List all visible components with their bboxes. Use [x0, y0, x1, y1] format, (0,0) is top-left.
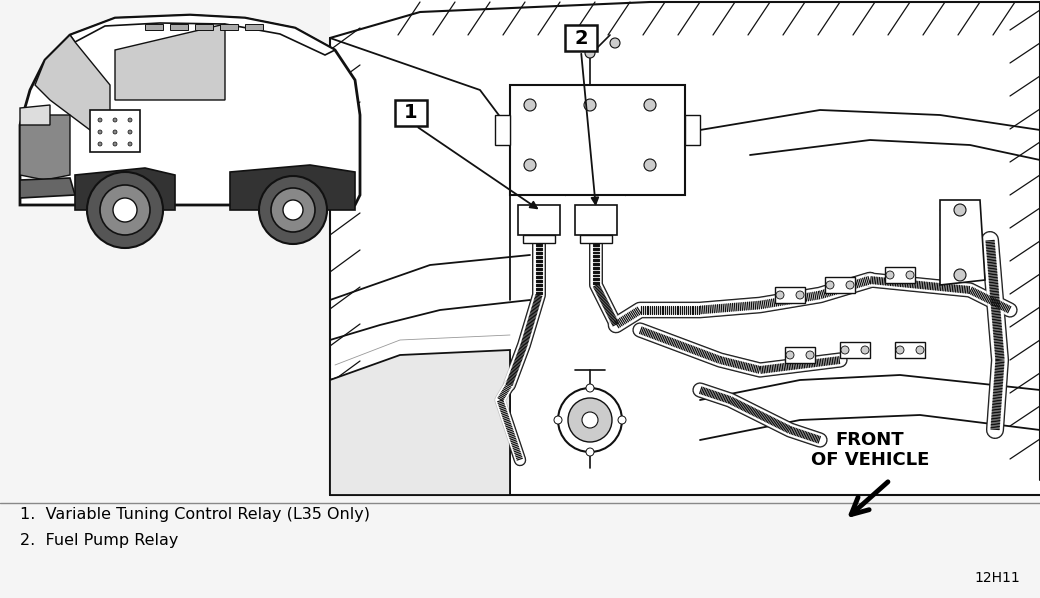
Text: 1: 1: [405, 103, 418, 123]
Circle shape: [524, 159, 536, 171]
Polygon shape: [940, 200, 985, 285]
Polygon shape: [245, 24, 263, 30]
Circle shape: [128, 118, 132, 122]
Bar: [395, 100, 427, 126]
Polygon shape: [523, 235, 555, 243]
Circle shape: [618, 416, 626, 424]
Circle shape: [98, 118, 102, 122]
Circle shape: [113, 118, 116, 122]
Circle shape: [128, 142, 132, 146]
Text: 1.  Variable Tuning Control Relay (L35 Only): 1. Variable Tuning Control Relay (L35 On…: [20, 508, 370, 523]
Polygon shape: [35, 35, 110, 130]
Text: 2.  Fuel Pump Relay: 2. Fuel Pump Relay: [20, 532, 179, 548]
Polygon shape: [75, 168, 175, 210]
Bar: [565, 25, 597, 51]
Polygon shape: [20, 115, 70, 180]
Polygon shape: [20, 178, 75, 198]
Circle shape: [916, 346, 924, 354]
Circle shape: [128, 130, 132, 134]
Text: FRONT
OF VEHICLE: FRONT OF VEHICLE: [811, 431, 929, 469]
Polygon shape: [20, 15, 360, 205]
Circle shape: [259, 176, 327, 244]
Polygon shape: [330, 350, 510, 495]
Polygon shape: [575, 205, 617, 235]
Circle shape: [826, 281, 834, 289]
Circle shape: [554, 416, 562, 424]
Circle shape: [954, 204, 966, 216]
Bar: [90, 110, 140, 152]
Circle shape: [906, 271, 914, 279]
Circle shape: [98, 142, 102, 146]
Polygon shape: [145, 24, 163, 30]
Circle shape: [87, 172, 163, 248]
Circle shape: [100, 185, 150, 235]
Text: 2: 2: [574, 29, 588, 47]
Circle shape: [98, 130, 102, 134]
Circle shape: [113, 130, 116, 134]
Polygon shape: [196, 24, 213, 30]
Circle shape: [584, 99, 596, 111]
Polygon shape: [775, 287, 805, 303]
Polygon shape: [495, 115, 510, 145]
Polygon shape: [685, 115, 700, 145]
Circle shape: [896, 346, 904, 354]
Polygon shape: [170, 24, 188, 30]
Circle shape: [584, 48, 595, 58]
Polygon shape: [330, 0, 1040, 495]
Circle shape: [568, 398, 612, 442]
Circle shape: [644, 159, 656, 171]
Circle shape: [776, 291, 784, 299]
Polygon shape: [518, 205, 560, 235]
Circle shape: [113, 142, 116, 146]
Circle shape: [610, 38, 620, 48]
Circle shape: [271, 188, 315, 232]
Polygon shape: [115, 24, 225, 100]
Polygon shape: [840, 342, 870, 358]
Circle shape: [644, 99, 656, 111]
Circle shape: [283, 200, 303, 220]
Circle shape: [524, 99, 536, 111]
Circle shape: [586, 448, 594, 456]
Circle shape: [558, 388, 622, 452]
Circle shape: [841, 346, 849, 354]
Circle shape: [886, 271, 894, 279]
Polygon shape: [220, 24, 238, 30]
Polygon shape: [580, 235, 612, 243]
Circle shape: [586, 384, 594, 392]
Polygon shape: [895, 342, 925, 358]
Polygon shape: [885, 267, 915, 283]
Circle shape: [796, 291, 804, 299]
Polygon shape: [785, 347, 815, 363]
Polygon shape: [825, 277, 855, 293]
Circle shape: [954, 269, 966, 281]
Polygon shape: [510, 85, 685, 195]
Circle shape: [582, 412, 598, 428]
Polygon shape: [70, 15, 335, 55]
Text: 12H11: 12H11: [974, 571, 1020, 585]
Circle shape: [861, 346, 869, 354]
Polygon shape: [230, 165, 355, 210]
Polygon shape: [20, 105, 50, 125]
Circle shape: [113, 198, 137, 222]
Circle shape: [846, 281, 854, 289]
Circle shape: [806, 351, 814, 359]
Circle shape: [786, 351, 794, 359]
